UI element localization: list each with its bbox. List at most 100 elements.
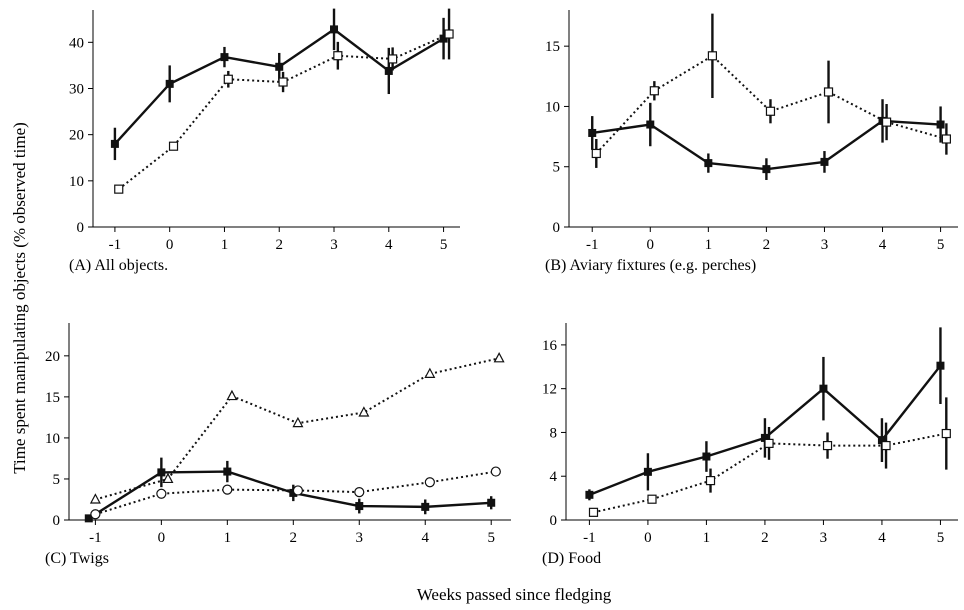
data-point: [764, 438, 774, 448]
x-tick-label: 5: [937, 237, 945, 253]
y-tick-label: 5: [553, 160, 561, 176]
data-point: [646, 120, 655, 129]
panel-a: 0 10 20 30 40 -1 0 1 2 3 4 5 (A) All objects.: [69, 8, 460, 274]
x-tick-label: 4: [421, 530, 429, 546]
x-tick-label: 0: [166, 237, 174, 253]
data-point: [223, 467, 232, 476]
data-point: [941, 428, 951, 439]
x-tick-label: 4: [878, 530, 886, 546]
x-tick-label: -1: [89, 530, 102, 546]
y-tick-label: 10: [45, 431, 60, 447]
data-point: [585, 490, 594, 499]
y-tick-label: 16: [542, 338, 558, 354]
panel-caption: (C) Twigs: [45, 550, 109, 567]
data-point: [168, 141, 179, 151]
data-point: [877, 436, 886, 445]
panel-b: 0 5 10 15 -1 0 1 2 3 4 5 (B) Aviary fixtures (e.g. …: [545, 10, 958, 274]
data-point: [165, 79, 174, 88]
y-tick-label: 8: [550, 425, 558, 441]
data-point: [388, 54, 398, 64]
x-tick-label: 5: [937, 530, 945, 546]
data-point: [424, 477, 435, 488]
data-point: [490, 466, 501, 477]
x-tick-label: 4: [879, 237, 887, 253]
data-point: [760, 433, 769, 442]
panel-caption: (D) Food: [542, 550, 601, 567]
x-tick-label: 3: [356, 530, 364, 546]
x-tick-label: -1: [109, 237, 122, 253]
data-point: [220, 53, 229, 62]
data-point: [421, 502, 430, 511]
data-point: [330, 25, 339, 34]
y-tick-label: 10: [545, 99, 560, 115]
series-line: [114, 28, 445, 145]
x-axis-title: Weeks passed since fledging: [417, 585, 612, 604]
data-point: [292, 485, 304, 496]
data-point: [333, 51, 343, 61]
data-point: [591, 148, 601, 159]
data-point: [157, 468, 166, 477]
data-point: [226, 389, 238, 401]
y-axis-title: Time spent manipulating objects (% obser…: [10, 122, 29, 474]
x-tick-label: 0: [158, 530, 166, 546]
y-tick-label: 5: [53, 472, 61, 488]
data-point: [162, 472, 174, 484]
data-point: [705, 476, 716, 486]
x-tick-label: 0: [647, 237, 655, 253]
data-point: [84, 514, 93, 523]
data-point: [941, 134, 951, 144]
x-tick-label: 0: [644, 530, 652, 546]
data-point: [424, 367, 436, 378]
panel-c: 0 5 10 15 20 -1 0 1 2 3 4 5 (C) Twigs: [45, 323, 511, 567]
data-point: [275, 62, 284, 71]
x-tick-label: 2: [763, 237, 771, 253]
y-tick-label: 15: [545, 39, 560, 55]
series-line: [118, 33, 450, 190]
data-point: [588, 507, 599, 517]
data-point: [487, 498, 496, 507]
x-tick-label: 1: [703, 530, 711, 546]
x-tick-label: 1: [224, 530, 232, 546]
data-point: [649, 86, 659, 96]
data-point: [881, 117, 892, 127]
data-point: [765, 106, 776, 116]
data-point: [647, 494, 657, 504]
data-point: [819, 384, 828, 393]
data-point: [358, 406, 370, 417]
data-point: [881, 440, 891, 451]
x-tick-label: 2: [290, 530, 298, 546]
data-point: [936, 120, 945, 129]
y-tick-label: 30: [69, 81, 84, 97]
y-tick-label: 40: [69, 35, 84, 51]
y-tick-label: 0: [53, 513, 61, 529]
data-point: [762, 165, 771, 174]
panel-caption: (A) All objects.: [69, 257, 168, 274]
y-tick-label: 0: [550, 513, 558, 529]
data-point: [90, 509, 101, 520]
x-tick-label: 2: [761, 530, 769, 546]
data-point: [222, 484, 233, 495]
data-point: [110, 139, 119, 148]
y-tick-label: 10: [69, 174, 84, 190]
x-tick-label: 1: [705, 237, 713, 253]
data-point: [355, 502, 364, 511]
y-tick-label: 20: [69, 128, 84, 144]
data-point: [439, 34, 448, 43]
data-point: [643, 467, 652, 476]
data-point: [156, 488, 167, 499]
y-tick-label: 4: [550, 469, 558, 485]
x-tick-label: 4: [385, 237, 393, 253]
series-line: [95, 357, 500, 501]
y-tick-label: 20: [45, 349, 60, 365]
data-point: [278, 77, 288, 87]
x-tick-label: 3: [821, 237, 829, 253]
x-tick-label: -1: [586, 237, 599, 253]
data-point: [820, 157, 829, 166]
x-tick-label: 3: [820, 530, 828, 546]
data-point: [493, 352, 505, 363]
data-point: [702, 452, 711, 461]
data-point: [384, 66, 393, 75]
y-tick-label: 12: [542, 382, 557, 398]
x-tick-label: 1: [221, 237, 229, 253]
